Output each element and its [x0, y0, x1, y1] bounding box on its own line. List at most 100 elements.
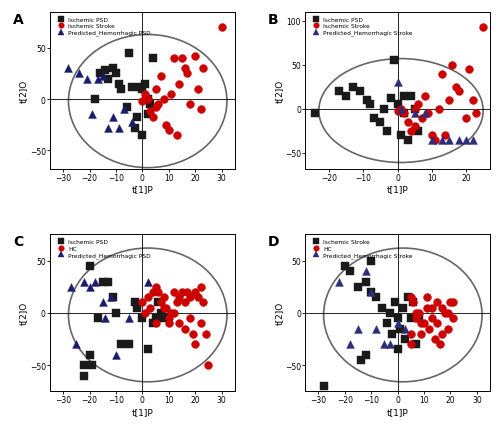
Point: [149, 320, 157, 327]
Point: [418, 115, 426, 122]
Point: [114, 125, 122, 132]
Point: [173, 132, 181, 139]
Point: [346, 341, 354, 348]
Point: [363, 97, 371, 104]
Point: [386, 95, 394, 102]
Point: [407, 341, 415, 348]
Point: [152, 320, 160, 327]
Point: [367, 258, 375, 264]
Point: [390, 58, 398, 64]
X-axis label: t[1]P: t[1]P: [386, 185, 408, 194]
Point: [152, 315, 160, 322]
Point: [410, 111, 418, 117]
Point: [144, 294, 152, 301]
Point: [170, 289, 178, 296]
Point: [94, 76, 102, 83]
Point: [426, 326, 434, 332]
Point: [430, 336, 438, 343]
Point: [162, 304, 170, 311]
Legend: Ischemic PSD, HC, Predicted_Hemorrhagic PSD: Ischemic PSD, HC, Predicted_Hemorrhagic …: [53, 238, 152, 260]
Point: [378, 304, 386, 311]
Point: [407, 294, 415, 301]
Point: [196, 284, 204, 291]
Point: [130, 125, 138, 132]
Point: [160, 96, 168, 103]
Point: [114, 81, 122, 88]
Point: [420, 320, 428, 327]
Point: [146, 101, 154, 108]
Point: [444, 326, 452, 332]
Text: B: B: [268, 13, 279, 27]
Point: [372, 326, 380, 332]
Point: [168, 91, 175, 98]
Point: [99, 74, 107, 81]
Point: [412, 315, 420, 322]
Point: [402, 336, 409, 343]
Point: [434, 106, 442, 113]
Point: [362, 268, 370, 275]
Point: [336, 89, 344, 95]
Point: [67, 284, 75, 291]
Point: [404, 137, 412, 144]
Point: [180, 299, 188, 306]
Point: [72, 341, 80, 348]
Point: [176, 294, 184, 301]
Point: [120, 107, 128, 114]
Point: [99, 278, 107, 285]
Point: [400, 111, 408, 117]
Text: C: C: [13, 235, 24, 249]
Point: [157, 299, 165, 306]
Point: [349, 84, 357, 91]
Point: [138, 299, 146, 306]
Point: [441, 310, 449, 316]
Point: [320, 383, 328, 390]
Point: [157, 74, 165, 81]
Point: [469, 137, 477, 144]
Point: [354, 284, 362, 291]
Point: [110, 115, 118, 122]
Point: [186, 294, 194, 301]
Point: [410, 106, 418, 113]
Point: [152, 86, 160, 93]
Point: [170, 310, 178, 316]
Point: [154, 289, 162, 296]
Point: [86, 284, 94, 291]
Point: [168, 310, 175, 316]
Point: [428, 137, 436, 144]
Point: [130, 299, 138, 306]
Point: [376, 119, 384, 126]
Point: [152, 284, 160, 291]
Point: [402, 326, 409, 332]
Point: [422, 294, 430, 301]
Point: [479, 25, 487, 31]
Point: [469, 97, 477, 104]
Point: [462, 115, 470, 122]
Point: [410, 299, 418, 306]
Point: [391, 299, 399, 306]
Point: [80, 362, 88, 369]
Point: [180, 66, 188, 73]
Point: [428, 132, 436, 139]
Point: [138, 86, 146, 93]
Point: [154, 299, 162, 306]
Point: [176, 320, 184, 327]
Point: [312, 111, 320, 117]
X-axis label: t[1]P: t[1]P: [132, 407, 154, 416]
Point: [448, 62, 456, 69]
Point: [165, 127, 173, 134]
Point: [102, 68, 110, 74]
Point: [86, 263, 94, 270]
Point: [445, 97, 453, 104]
Point: [410, 299, 418, 306]
Point: [146, 109, 154, 116]
Point: [118, 341, 126, 348]
Point: [144, 112, 152, 119]
Point: [138, 315, 146, 322]
Point: [396, 326, 404, 332]
Point: [455, 137, 463, 144]
Point: [394, 80, 402, 86]
Point: [367, 289, 375, 296]
Point: [394, 315, 402, 322]
Point: [196, 320, 204, 327]
Point: [433, 299, 441, 306]
